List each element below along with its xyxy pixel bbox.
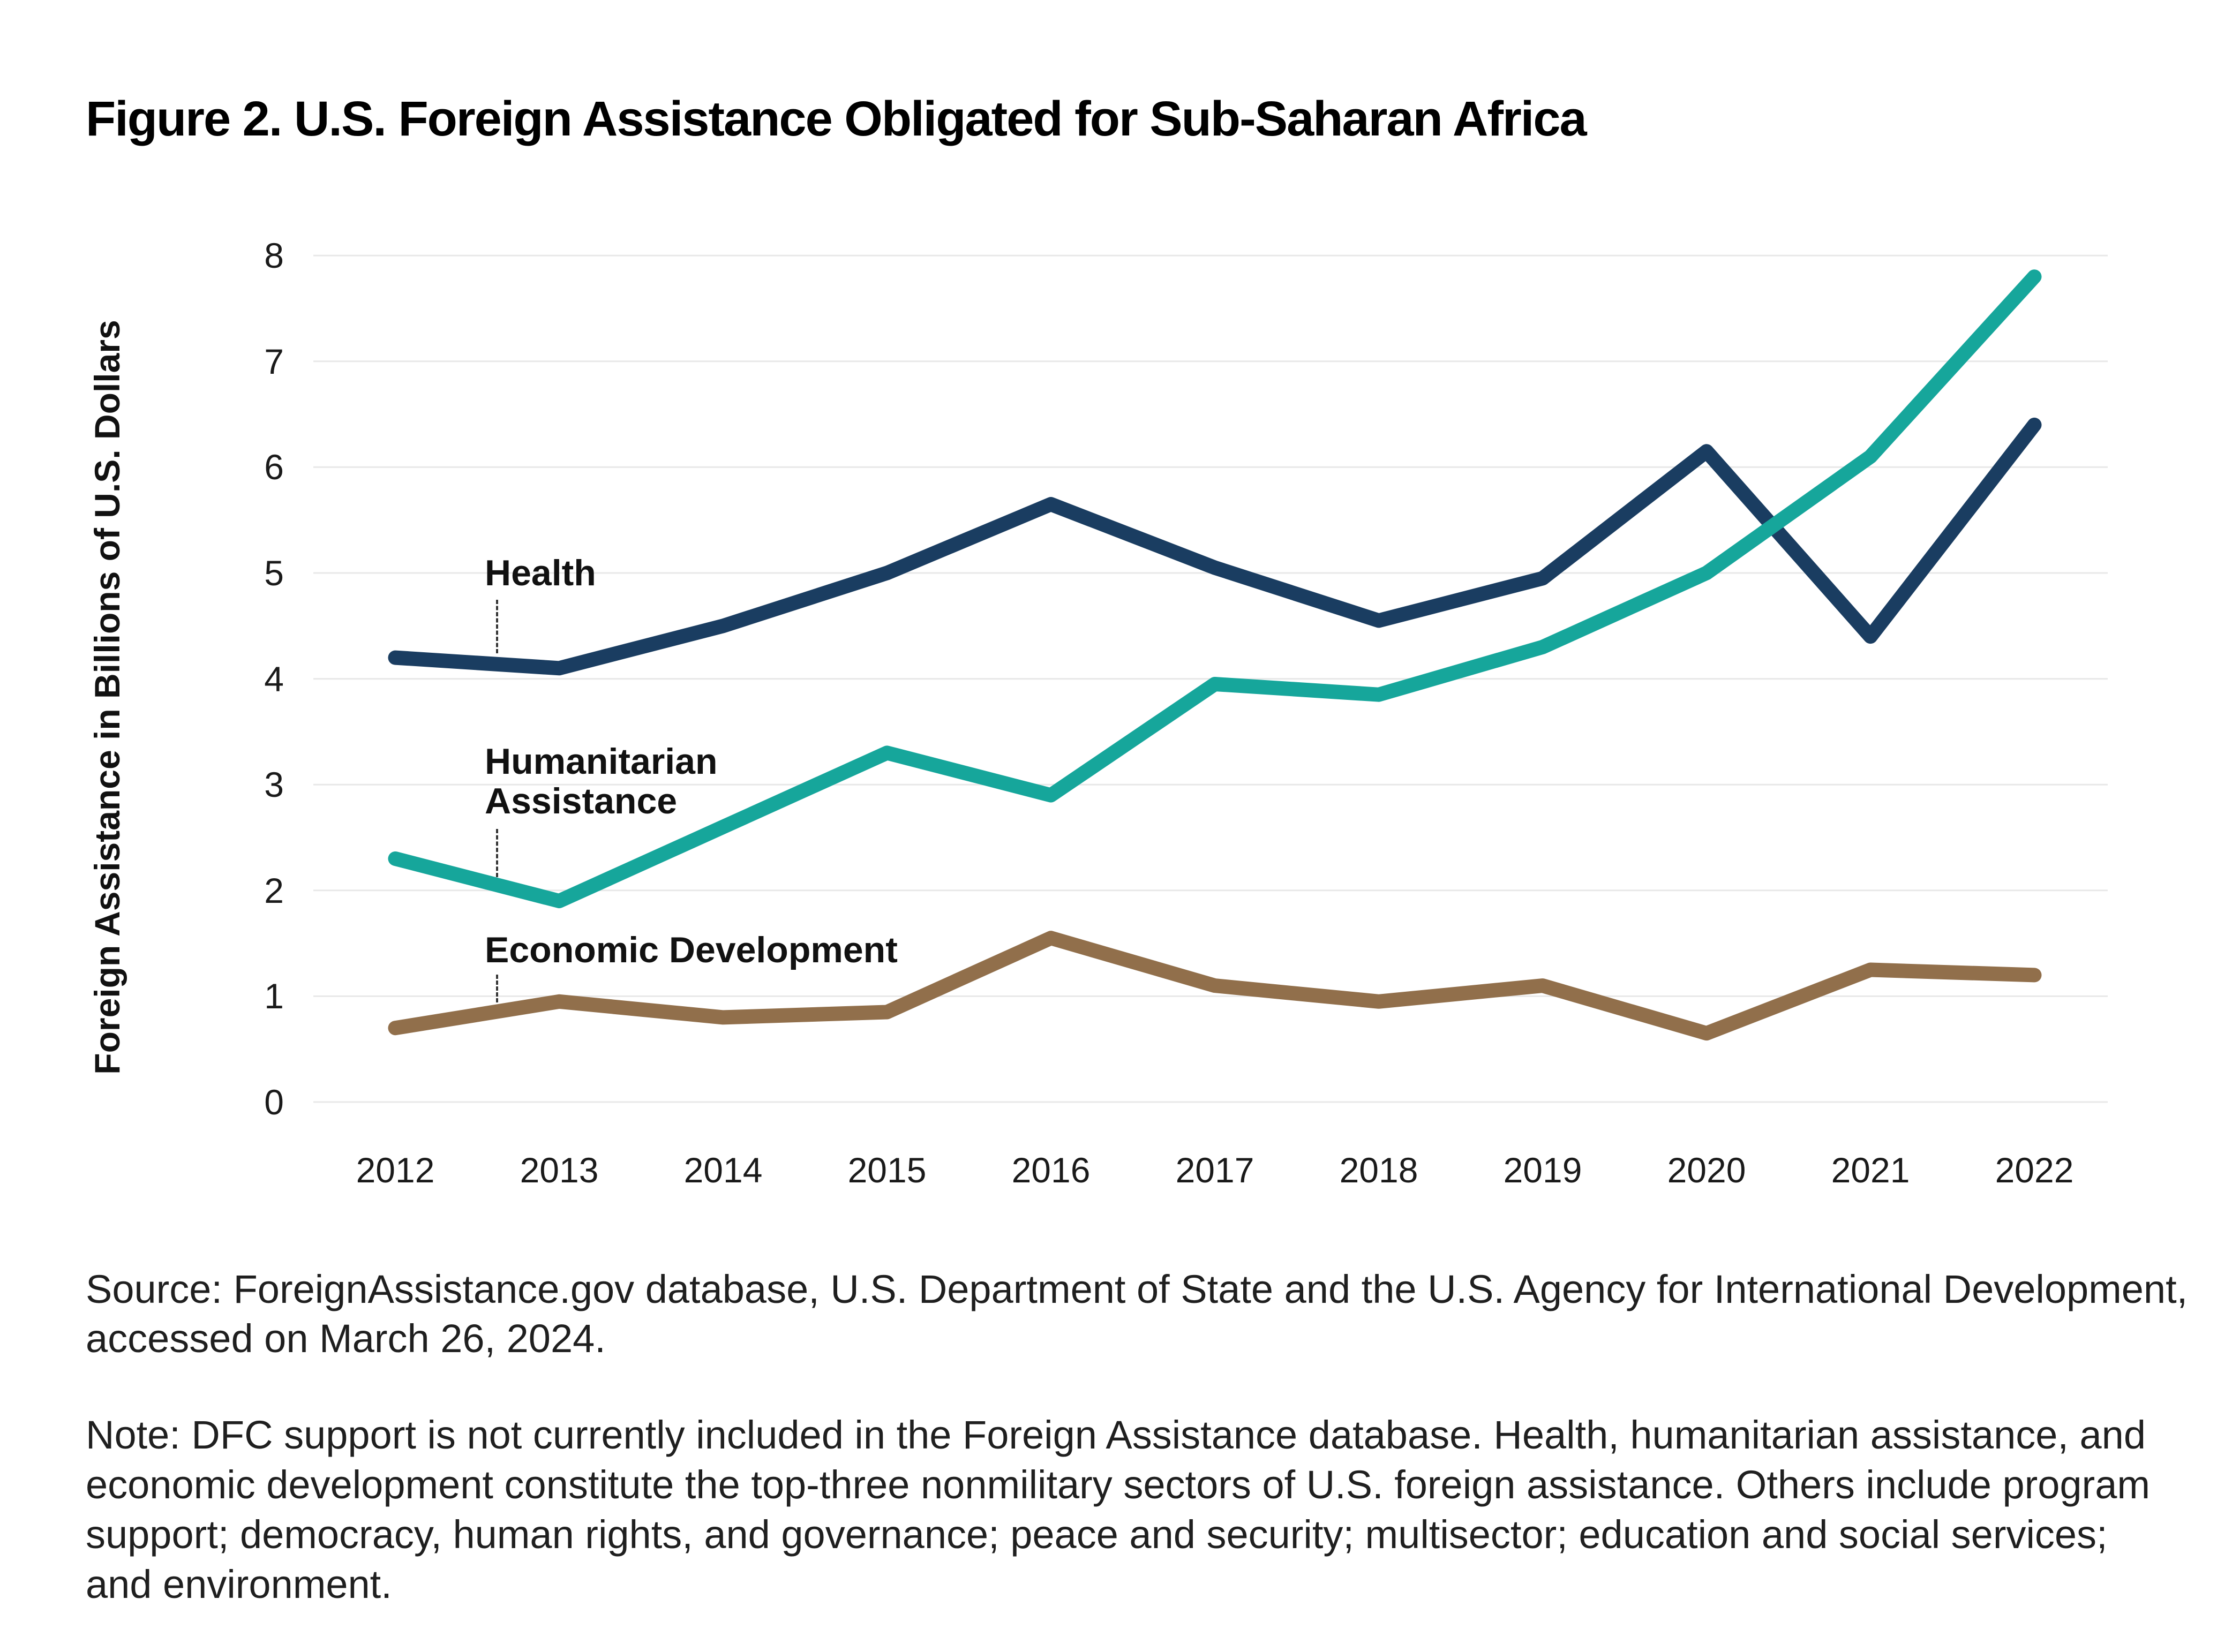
x-axis-tick-label: 2018 [1339,1150,1418,1190]
y-axis-tick-label: 4 [264,659,284,699]
y-axis-tick-label: 2 [264,871,284,910]
x-axis-tick-label: 2016 [1011,1150,1091,1190]
y-axis-tick-label: 0 [264,1082,284,1122]
note-line-1: Note: DFC support is not currently inclu… [86,1413,2146,1457]
health-leader-line [496,600,498,653]
y-axis-tick-label: 7 [264,342,284,381]
x-axis-tick-label: 2019 [1503,1150,1582,1190]
y-axis-tick-label: 1 [264,976,284,1016]
humanitarian-assistance-line [388,269,2042,909]
note-line-4: and environment. [86,1562,392,1606]
figure-title: Figure 2. U.S. Foreign Assistance Obliga… [86,92,1587,146]
series-label-humanitarian-assistance: Humanitarian Assistance [485,741,718,821]
source-text: Source: ForeignAssistance.gov database, … [86,1265,2188,1363]
y-axis-tick-label: 8 [264,236,284,275]
source-line-1: Source: ForeignAssistance.gov database, … [86,1267,2188,1311]
health-line [388,417,2042,676]
x-axis-tick-label: 2021 [1831,1150,1910,1190]
x-axis-tick-label: 2020 [1667,1150,1746,1190]
source-line-2: accessed on March 26, 2024. [86,1316,606,1361]
x-axis-tick-label: 2015 [847,1150,927,1190]
economic-development-line [388,931,2042,1041]
y-axis-tick-label: 3 [264,765,284,804]
x-axis-tick-label: 2017 [1175,1150,1254,1190]
y-axis-tick-label: 6 [264,447,284,487]
note-text: Note: DFC support is not currently inclu… [86,1410,2150,1609]
x-axis-tick-label: 2022 [1995,1150,2074,1190]
x-axis-tick-label: 2013 [520,1150,599,1190]
x-axis-tick-label: 2014 [683,1150,763,1190]
series-label-health: Health [485,553,596,593]
series-label-economic-development: Economic Development [485,930,898,970]
x-axis-tick-label: 2012 [356,1150,435,1190]
economic-development-leader-line [496,975,498,1002]
y-axis-tick-label: 5 [264,553,284,593]
note-line-3: support; democracy, human rights, and go… [86,1512,2108,1557]
note-line-2: economic development constitute the top-… [86,1462,2150,1507]
humanitarian-assistance-leader-line [496,829,498,877]
